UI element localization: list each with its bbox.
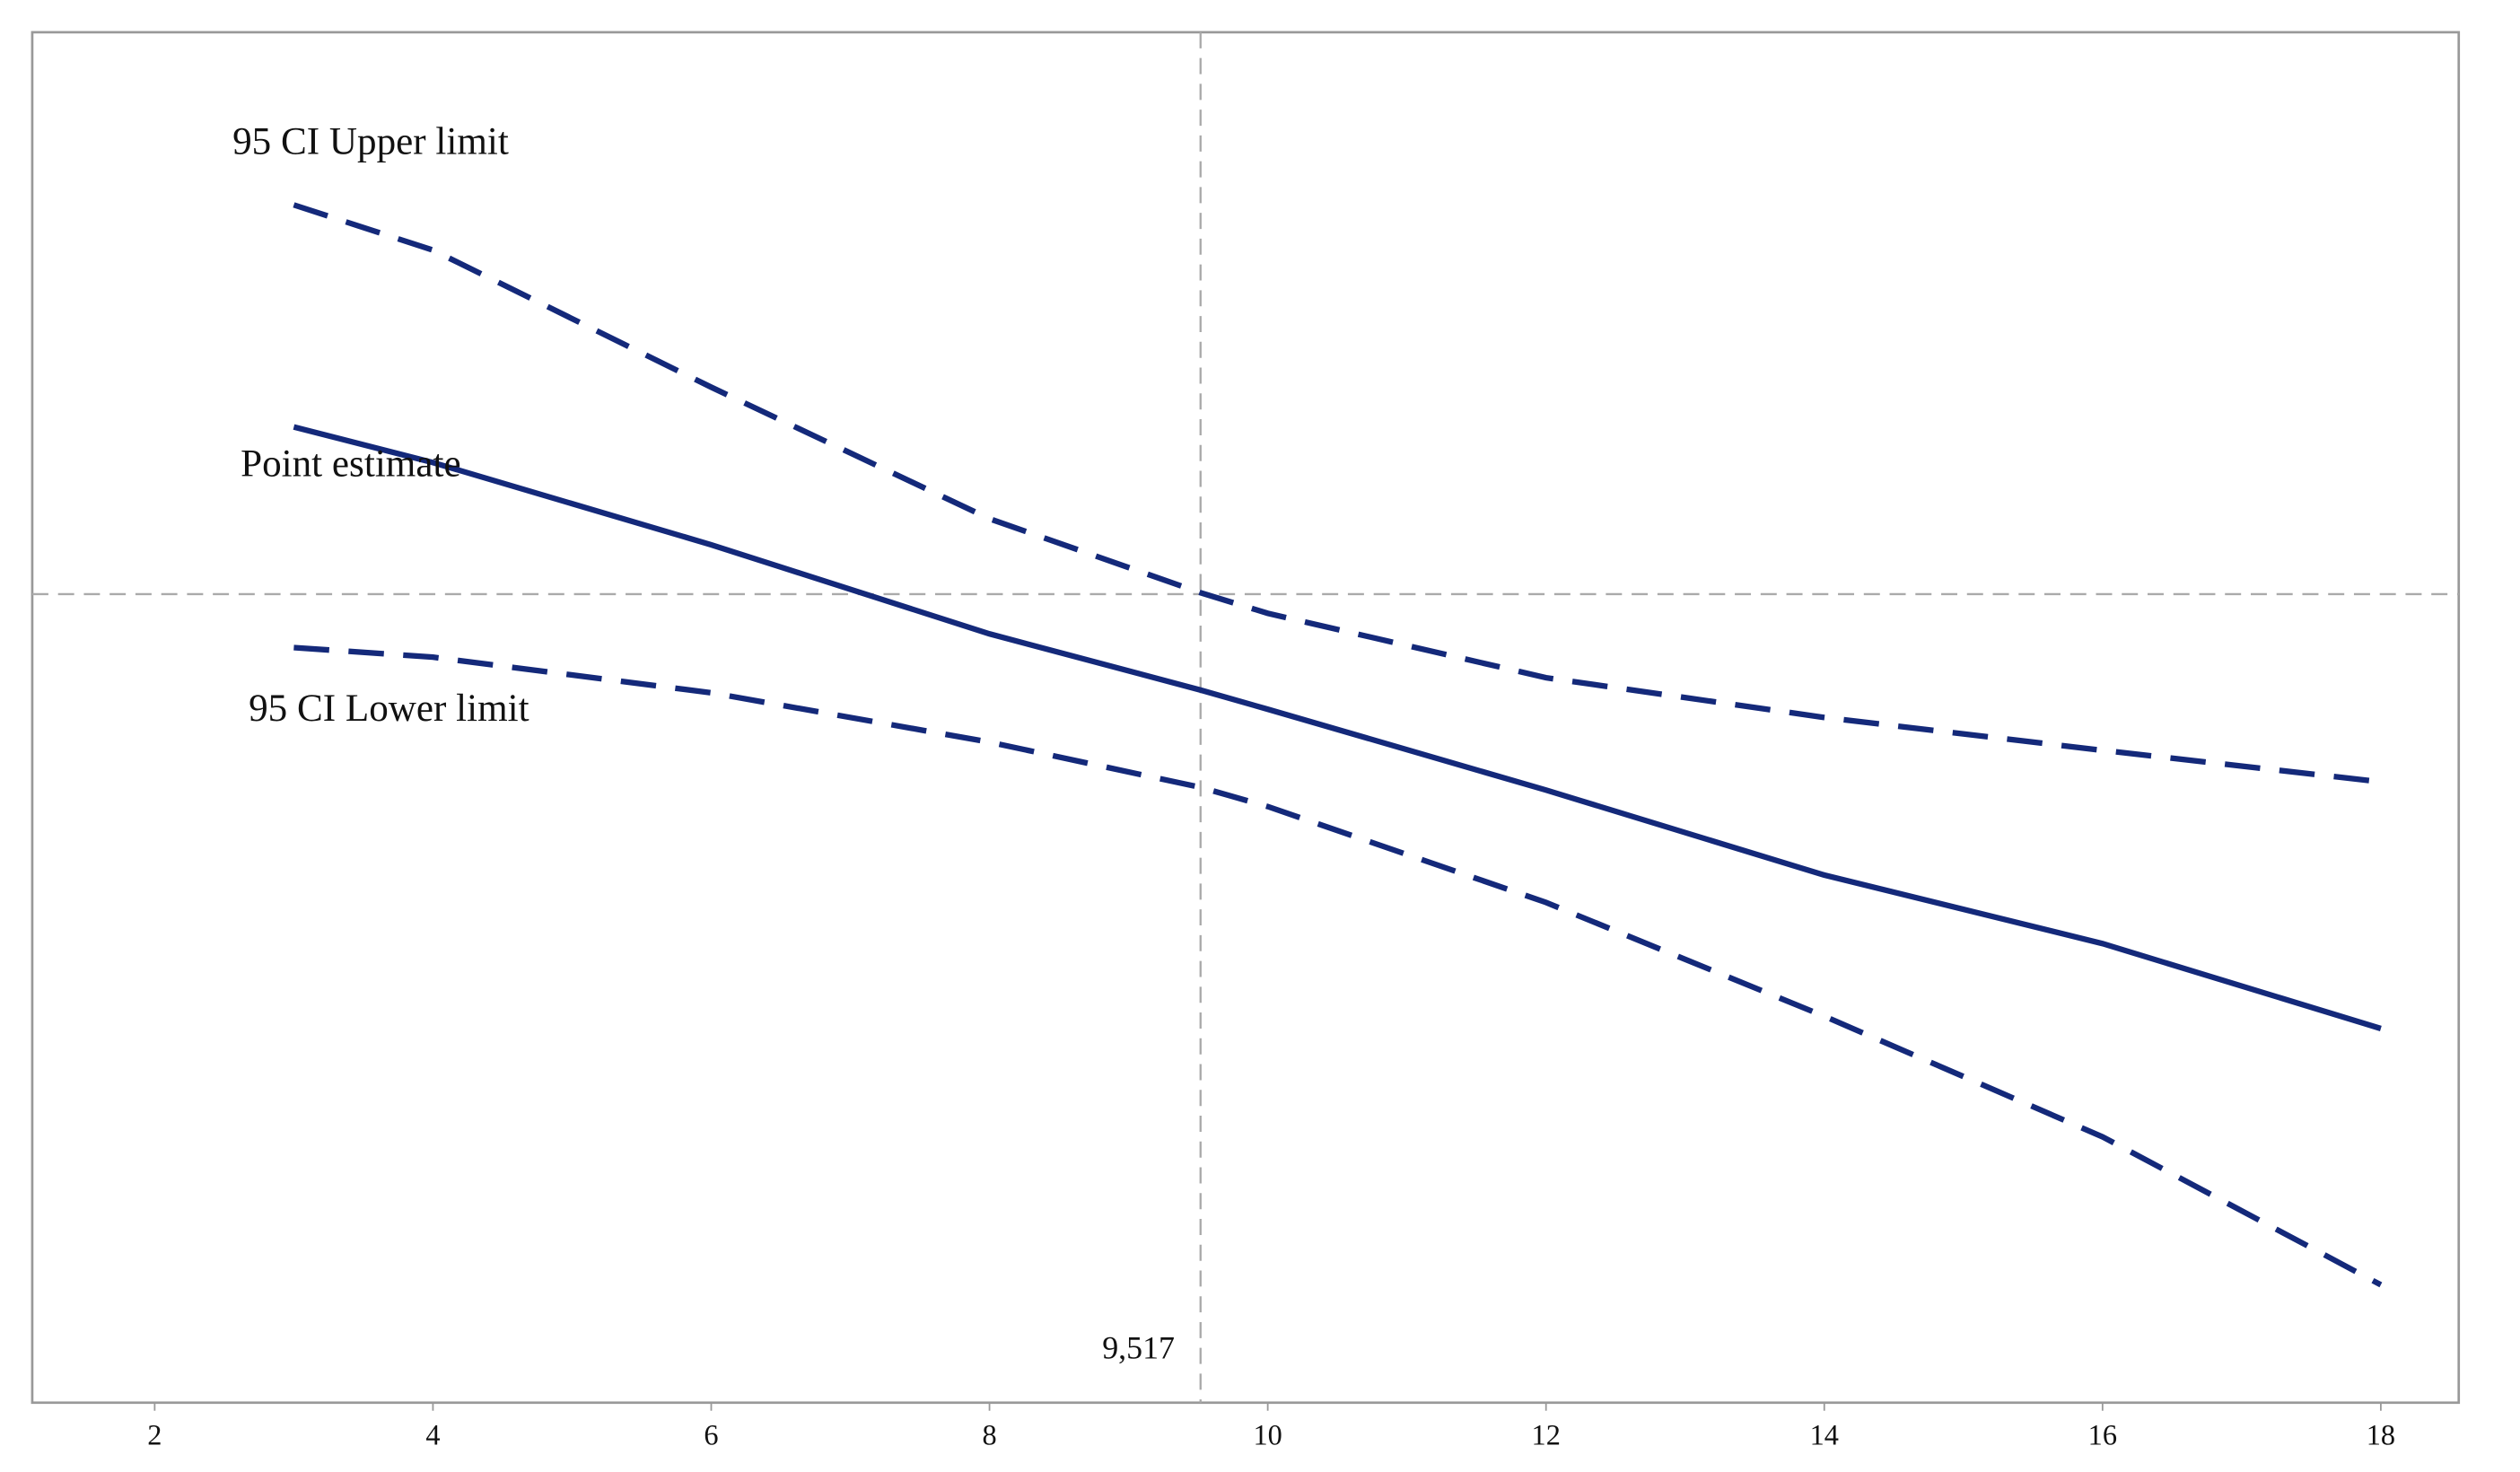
x-tick-label: 2 bbox=[147, 1419, 162, 1451]
x-tick-label: 4 bbox=[425, 1419, 440, 1451]
x-tick-label: 16 bbox=[2088, 1419, 2117, 1451]
series-line bbox=[293, 644, 2383, 1288]
series-label: Point estimate bbox=[241, 442, 460, 485]
series-label: 95 CI Upper limit bbox=[232, 121, 509, 163]
x-tick-label: 6 bbox=[704, 1419, 718, 1451]
x-tick-label: 18 bbox=[2367, 1419, 2395, 1451]
series-label: 95 CI Lower limit bbox=[249, 688, 529, 730]
reference-label: 9,517 bbox=[1102, 1330, 1175, 1366]
series-line bbox=[293, 202, 2382, 785]
x-tick-label: 12 bbox=[1532, 1419, 1561, 1451]
x-tick-label: 10 bbox=[1253, 1419, 1282, 1451]
plot-frame bbox=[31, 31, 2461, 1405]
series-line bbox=[293, 424, 2382, 1031]
x-tick-label: 8 bbox=[982, 1419, 996, 1451]
x-tick-label: 14 bbox=[1810, 1419, 1839, 1451]
